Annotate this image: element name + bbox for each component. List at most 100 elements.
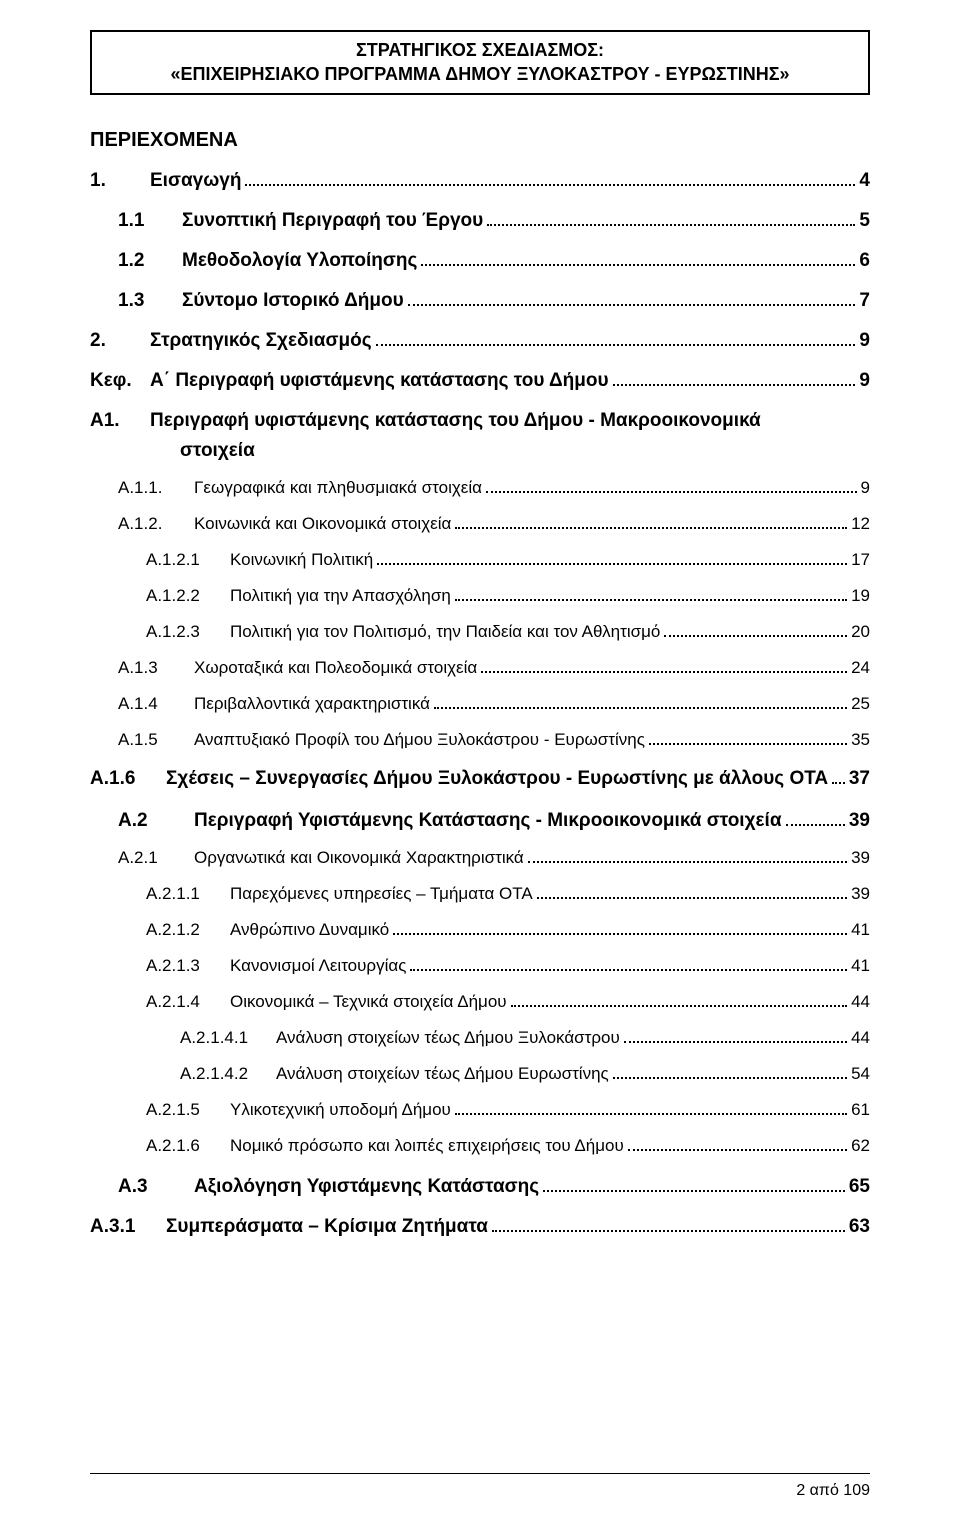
- toc-number: Α.2.1.4: [146, 992, 230, 1012]
- toc-dot-leader: [434, 695, 847, 709]
- toc-label: Α΄ Περιγραφή υφιστάμενης κατάστασης του …: [150, 370, 609, 392]
- toc-row: 2.Στρατηγικός Σχεδιασμός9: [90, 330, 870, 352]
- toc-row: 1.Εισαγωγή4: [90, 170, 870, 192]
- toc-dot-leader: [486, 479, 857, 493]
- toc-row: Α.1.2.1Κοινωνική Πολιτική 17: [90, 550, 870, 570]
- toc-number: Α.1.2.2: [146, 586, 230, 606]
- toc-row: Α.2.1.4.2Ανάλυση στοιχείων τέως Δήμου Ευ…: [90, 1064, 870, 1084]
- toc-row: Α.1.3Χωροταξικά και Πολεοδομικά στοιχεία…: [90, 658, 870, 678]
- footer-rule: [90, 1473, 870, 1474]
- toc-number: 1.: [90, 170, 150, 192]
- toc-label: Ανάλυση στοιχείων τέως Δήμου Ξυλοκάστρου: [276, 1028, 620, 1048]
- toc-dot-leader: [649, 731, 847, 745]
- toc-page-number: 39: [851, 884, 870, 904]
- toc-dot-leader: [455, 1101, 847, 1115]
- toc-row: Α.1.4Περιβαλλοντικά χαρακτηριστικά25: [90, 694, 870, 714]
- toc-label: Σχέσεις – Συνεργασίες Δήμου Ξυλοκάστρου …: [166, 768, 828, 790]
- toc-row: Α.2.1.4.1Ανάλυση στοιχείων τέως Δήμου Ξυ…: [90, 1028, 870, 1048]
- toc-label: Οργανωτικά και Οικονομικά Χαρακτηριστικά: [194, 848, 524, 868]
- toc-row: Α.2Περιγραφή Υφιστάμενης Κατάστασης - Μι…: [90, 810, 870, 832]
- toc-row: Α.2.1.2Ανθρώπινο Δυναμικό 41: [90, 920, 870, 940]
- toc-number: Α.1.2.: [118, 514, 194, 534]
- toc-label: Παρεχόμενες υπηρεσίες – Τμήματα ΟΤΑ: [230, 884, 533, 904]
- toc-row: Α.1.6Σχέσεις – Συνεργασίες Δήμου Ξυλοκάσ…: [90, 768, 870, 790]
- toc-label: Μεθοδολογία Υλοποίησης: [182, 250, 417, 272]
- toc-page-number: 44: [851, 992, 870, 1012]
- toc-number: Α.2.1.4.2: [180, 1064, 276, 1084]
- toc-label: Αξιολόγηση Υφιστάμενης Κατάστασης: [194, 1176, 539, 1198]
- toc-row: Α.1.5Αναπτυξιακό Προφίλ του Δήμου Ξυλοκά…: [90, 730, 870, 750]
- toc-label: Χωροταξικά και Πολεοδομικά στοιχεία: [194, 658, 477, 678]
- toc-page-number: 35: [851, 730, 870, 750]
- toc-row: 1.1Συνοπτική Περιγραφή του Έργου5: [90, 210, 870, 232]
- toc-page-number: 24: [851, 658, 870, 678]
- toc-number: Α1.: [90, 410, 150, 432]
- toc-number: Α.2.1.4.1: [180, 1028, 276, 1048]
- toc-label: Συμπεράσματα – Κρίσιμα Ζητήματα: [166, 1216, 488, 1238]
- toc-page-number: 41: [851, 956, 870, 976]
- toc-number: 1.1: [118, 210, 182, 232]
- toc-row: Α.2.1.1Παρεχόμενες υπηρεσίες – Τμήματα Ο…: [90, 884, 870, 904]
- toc-row: 1.3Σύντομο Ιστορικό Δήμου7: [90, 290, 870, 312]
- toc-number: Α.2.1.5: [146, 1100, 230, 1120]
- toc-label: Κανονισμοί Λειτουργίας: [230, 956, 406, 976]
- toc-dot-leader: [492, 1216, 845, 1231]
- toc-page-number: 41: [851, 920, 870, 940]
- toc-label: Ανθρώπινο Δυναμικό: [230, 920, 389, 940]
- toc-number: Α.1.6: [90, 768, 166, 790]
- toc-label: Περιβαλλοντικά χαρακτηριστικά: [194, 694, 430, 714]
- toc-number: Α.2.1.1: [146, 884, 230, 904]
- toc-dot-leader: [832, 768, 845, 783]
- toc-dot-leader: [613, 370, 856, 385]
- toc-page-number: 9: [859, 370, 870, 392]
- toc-row: στοιχεία: [90, 440, 870, 462]
- toc-dot-leader: [664, 623, 847, 637]
- toc-dot-leader: [393, 921, 847, 935]
- toc-page-number: 20: [851, 622, 870, 642]
- toc-label: Κοινωνική Πολιτική: [230, 550, 373, 570]
- toc-number: Α.1.5: [118, 730, 194, 750]
- toc-row: Α.3Αξιολόγηση Υφιστάμενης Κατάστασης65: [90, 1176, 870, 1198]
- toc-row: Α1.Περιγραφή υφιστάμενης κατάστασης του …: [90, 410, 870, 432]
- toc-dot-leader: [528, 849, 847, 863]
- header-line-1: ΣΤΡΑΤΗΓΙΚΟΣ ΣΧΕΔΙΑΣΜΟΣ:: [102, 38, 858, 62]
- toc-page-number: 5: [859, 210, 870, 232]
- toc-page-number: 63: [849, 1216, 870, 1238]
- toc-label: στοιχεία: [180, 440, 255, 462]
- toc-dot-leader: [786, 810, 845, 825]
- toc-label: Στρατηγικός Σχεδιασμός: [150, 330, 372, 352]
- toc-row: 1.2Μεθοδολογία Υλοποίησης6: [90, 250, 870, 272]
- toc-label: Πολιτική για τον Πολιτισμό, την Παιδεία …: [230, 622, 660, 642]
- toc-row: Α.1.2.2Πολιτική για την Απασχόληση 19: [90, 586, 870, 606]
- toc-dot-leader: [410, 957, 847, 971]
- toc-row: Α.2.1.4Οικονομικά – Τεχνικά στοιχεία Δήμ…: [90, 992, 870, 1012]
- toc-page-number: 37: [849, 768, 870, 790]
- toc-page-number: 7: [859, 290, 870, 312]
- toc-number: Α.2.1.2: [146, 920, 230, 940]
- toc-label: Υλικοτεχνική υποδομή Δήμου: [230, 1100, 451, 1120]
- toc-dot-leader: [613, 1065, 847, 1079]
- toc-number: Α.2.1.6: [146, 1136, 230, 1156]
- toc-number: Α.2.1.3: [146, 956, 230, 976]
- toc-label: Εισαγωγή: [150, 170, 241, 192]
- toc-number: Α.2: [118, 810, 194, 832]
- toc-dot-leader: [487, 210, 855, 225]
- toc-row: Α.1.1.Γεωγραφικά και πληθυσμιακά στοιχεί…: [90, 478, 870, 498]
- toc-page-number: 65: [849, 1176, 870, 1198]
- toc-label: Αναπτυξιακό Προφίλ του Δήμου Ξυλοκάστρου…: [194, 730, 645, 750]
- toc-row: Α.2.1.5Υλικοτεχνική υποδομή Δήμου 61: [90, 1100, 870, 1120]
- toc-label: Ανάλυση στοιχείων τέως Δήμου Ευρωστίνης: [276, 1064, 609, 1084]
- toc-number: Α.1.2.3: [146, 622, 230, 642]
- toc-page-number: 9: [859, 330, 870, 352]
- toc-dot-leader: [245, 170, 855, 185]
- toc-dot-leader: [377, 551, 847, 565]
- toc-dot-leader: [408, 290, 856, 305]
- toc-label: Πολιτική για την Απασχόληση: [230, 586, 451, 606]
- toc-number: Α.1.4: [118, 694, 194, 714]
- toc-row: Α.3.1Συμπεράσματα – Κρίσιμα Ζητήματα63: [90, 1216, 870, 1238]
- toc-page-number: 54: [851, 1064, 870, 1084]
- toc-label: Σύντομο Ιστορικό Δήμου: [182, 290, 404, 312]
- toc-row: Α.2.1.3Κανονισμοί Λειτουργίας 41: [90, 956, 870, 976]
- toc-number: 1.2: [118, 250, 182, 272]
- toc-page-number: 17: [851, 550, 870, 570]
